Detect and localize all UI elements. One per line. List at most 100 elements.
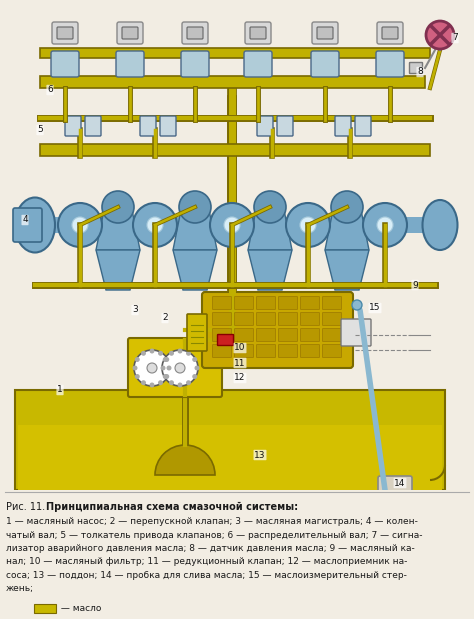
Text: 13: 13	[254, 451, 266, 459]
FancyBboxPatch shape	[301, 329, 319, 342]
FancyBboxPatch shape	[250, 27, 266, 39]
FancyBboxPatch shape	[311, 51, 339, 77]
Circle shape	[194, 365, 200, 371]
Circle shape	[192, 357, 197, 362]
FancyBboxPatch shape	[322, 329, 341, 342]
Circle shape	[133, 203, 177, 247]
FancyBboxPatch shape	[187, 27, 203, 39]
FancyBboxPatch shape	[212, 297, 231, 310]
Circle shape	[141, 380, 146, 385]
Circle shape	[141, 351, 146, 356]
Circle shape	[58, 203, 102, 247]
FancyBboxPatch shape	[187, 314, 207, 351]
FancyBboxPatch shape	[18, 425, 442, 490]
Polygon shape	[325, 200, 369, 250]
FancyBboxPatch shape	[140, 116, 156, 136]
Text: 11: 11	[234, 358, 246, 368]
Text: 12: 12	[234, 373, 246, 383]
Circle shape	[186, 380, 191, 385]
FancyBboxPatch shape	[212, 345, 231, 358]
Circle shape	[192, 374, 197, 379]
Wedge shape	[155, 445, 215, 475]
FancyBboxPatch shape	[256, 345, 275, 358]
FancyBboxPatch shape	[51, 51, 79, 77]
Circle shape	[186, 351, 191, 356]
Text: чатый вал; 5 — толкатель привода клапанов; 6 — распределительный вал; 7 — сигна-: чатый вал; 5 — толкатель привода клапано…	[6, 530, 422, 540]
FancyBboxPatch shape	[312, 22, 338, 44]
FancyBboxPatch shape	[202, 292, 353, 368]
FancyBboxPatch shape	[322, 297, 341, 310]
Text: 2: 2	[162, 313, 168, 322]
Text: 8: 8	[417, 67, 423, 77]
Circle shape	[158, 351, 163, 356]
Circle shape	[169, 380, 174, 385]
FancyBboxPatch shape	[235, 313, 254, 326]
Circle shape	[286, 203, 330, 247]
Text: 7: 7	[452, 33, 458, 43]
FancyBboxPatch shape	[85, 116, 101, 136]
Circle shape	[175, 363, 185, 373]
FancyBboxPatch shape	[40, 144, 430, 157]
Polygon shape	[96, 250, 140, 290]
FancyBboxPatch shape	[40, 76, 425, 89]
FancyBboxPatch shape	[322, 313, 341, 326]
Polygon shape	[325, 250, 369, 290]
FancyBboxPatch shape	[212, 329, 231, 342]
FancyBboxPatch shape	[35, 217, 435, 233]
Circle shape	[162, 350, 198, 386]
Text: 3: 3	[132, 306, 138, 314]
Circle shape	[72, 217, 88, 233]
FancyBboxPatch shape	[279, 313, 298, 326]
Text: 10: 10	[234, 344, 246, 352]
FancyBboxPatch shape	[301, 313, 319, 326]
FancyBboxPatch shape	[181, 51, 209, 77]
FancyBboxPatch shape	[52, 22, 78, 44]
FancyBboxPatch shape	[256, 313, 275, 326]
Circle shape	[363, 203, 407, 247]
FancyBboxPatch shape	[279, 329, 298, 342]
Text: 5: 5	[37, 126, 43, 134]
FancyBboxPatch shape	[341, 319, 371, 346]
Circle shape	[254, 191, 286, 223]
Circle shape	[149, 383, 155, 387]
Circle shape	[163, 357, 168, 362]
Ellipse shape	[15, 197, 55, 253]
Circle shape	[149, 348, 155, 353]
Circle shape	[166, 365, 172, 371]
Text: 15: 15	[369, 303, 381, 313]
FancyBboxPatch shape	[256, 297, 275, 310]
Circle shape	[102, 191, 134, 223]
Circle shape	[179, 191, 211, 223]
Text: лизатор аварийного давления масла; 8 — датчик давления масла; 9 — масляный ка-: лизатор аварийного давления масла; 8 — д…	[6, 544, 415, 553]
FancyBboxPatch shape	[378, 476, 412, 494]
Circle shape	[177, 383, 182, 387]
FancyBboxPatch shape	[235, 345, 254, 358]
Circle shape	[147, 217, 163, 233]
FancyBboxPatch shape	[57, 27, 73, 39]
Text: 4: 4	[22, 215, 28, 225]
FancyBboxPatch shape	[377, 22, 403, 44]
Circle shape	[177, 348, 182, 353]
FancyBboxPatch shape	[15, 390, 445, 490]
FancyBboxPatch shape	[322, 345, 341, 358]
Polygon shape	[248, 200, 292, 250]
Text: Принципиальная схема смазочной системы:: Принципиальная схема смазочной системы:	[46, 502, 298, 512]
FancyBboxPatch shape	[301, 297, 319, 310]
FancyBboxPatch shape	[122, 27, 138, 39]
FancyBboxPatch shape	[376, 51, 404, 77]
Circle shape	[377, 217, 393, 233]
FancyBboxPatch shape	[34, 604, 56, 613]
Text: 1 — масляный насос; 2 — перепускной клапан; 3 — масляная магистраль; 4 — колен-: 1 — масляный насос; 2 — перепускной клап…	[6, 517, 418, 526]
Circle shape	[133, 365, 137, 371]
Text: жень;: жень;	[6, 584, 34, 594]
Text: 14: 14	[394, 478, 406, 488]
FancyBboxPatch shape	[13, 208, 42, 242]
FancyBboxPatch shape	[244, 51, 272, 77]
FancyBboxPatch shape	[257, 116, 273, 136]
FancyBboxPatch shape	[235, 329, 254, 342]
Circle shape	[300, 217, 316, 233]
Polygon shape	[173, 250, 217, 290]
FancyBboxPatch shape	[235, 297, 254, 310]
Circle shape	[164, 374, 169, 379]
Circle shape	[135, 357, 140, 362]
